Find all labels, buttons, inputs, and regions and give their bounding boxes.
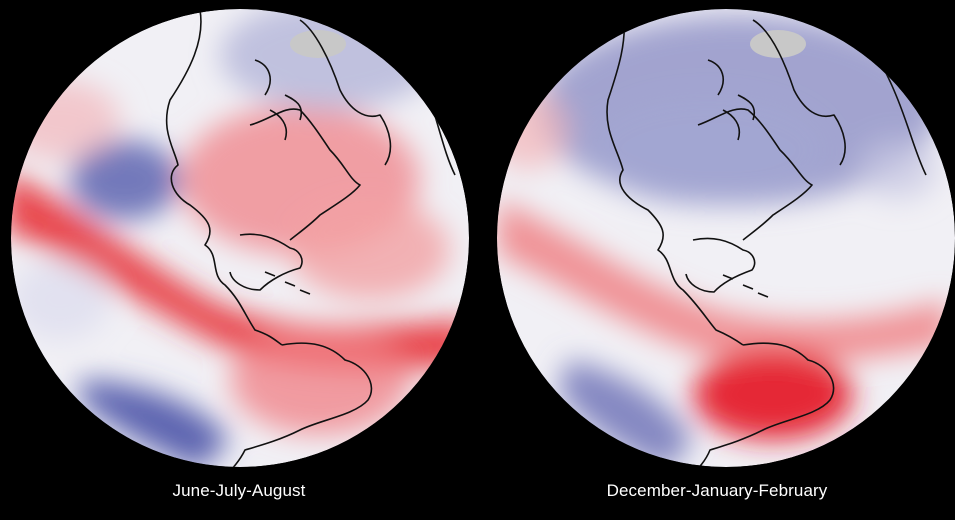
globe-panel-jja: June-July-August — [11, 9, 469, 500]
caption-jja: June-July-August — [172, 481, 306, 500]
anomaly-field-jja — [11, 9, 469, 467]
globe-djf — [497, 9, 955, 467]
globe-jja — [11, 9, 469, 467]
globe-panel-djf: December-January-February — [478, 0, 955, 520]
caption-djf: December-January-February — [606, 481, 828, 500]
anomaly-field-djf — [497, 9, 955, 467]
coastline-djf — [606, 9, 927, 467]
